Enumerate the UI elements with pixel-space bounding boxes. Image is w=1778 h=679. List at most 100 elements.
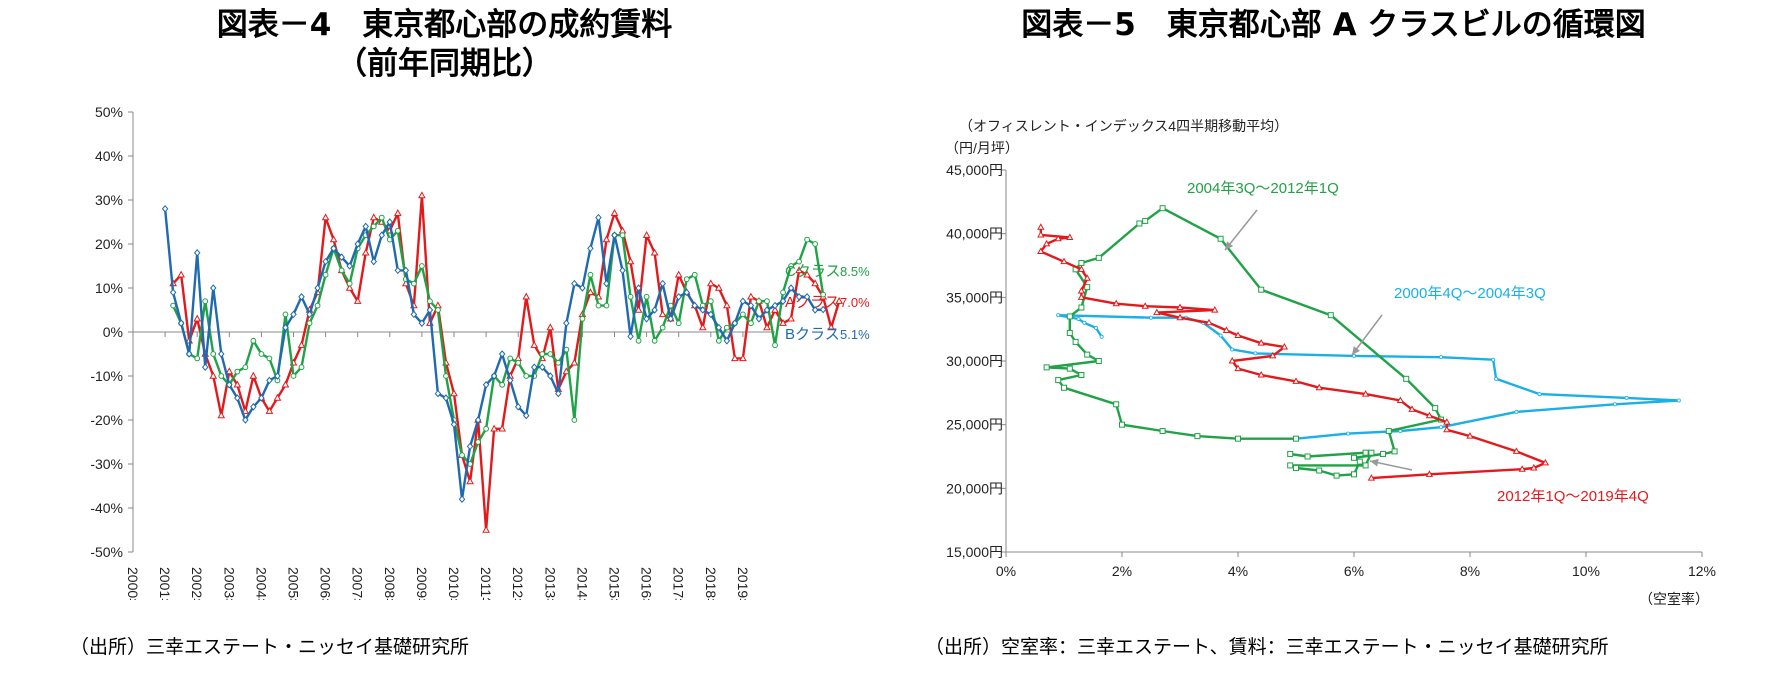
data-point bbox=[731, 319, 739, 327]
y-tick-label: 50% bbox=[95, 104, 123, 120]
annotation-arrow-head bbox=[1370, 458, 1379, 467]
data-point bbox=[443, 373, 449, 379]
data-point bbox=[619, 266, 626, 275]
data-point bbox=[706, 279, 715, 287]
data-point bbox=[1082, 320, 1087, 325]
data-point bbox=[650, 248, 659, 256]
data-point bbox=[393, 208, 402, 216]
data-point bbox=[651, 306, 658, 314]
y-axis-unit-label: （円/月坪） bbox=[945, 140, 1019, 156]
data-point bbox=[298, 364, 305, 371]
x-tick-label: 4% bbox=[1228, 563, 1248, 579]
data-point bbox=[1205, 318, 1213, 326]
data-point bbox=[1077, 286, 1086, 294]
y-tick-label: -50% bbox=[90, 544, 123, 560]
chart4-title-line1: 図表－4 東京都心部の成約賃料 bbox=[216, 7, 673, 43]
data-point bbox=[427, 298, 433, 305]
cycle-panel: 図表－5 東京都心部 A クラスビルの循環図 （オフィスレント・インデックス4四… bbox=[889, 0, 1778, 679]
x-tick-label: 2009年 bbox=[414, 567, 430, 600]
data-point bbox=[1093, 325, 1098, 330]
data-point bbox=[370, 257, 378, 266]
x-tick-label: 2006年 bbox=[318, 567, 334, 600]
data-point bbox=[1077, 293, 1086, 300]
data-point bbox=[772, 342, 778, 349]
data-point bbox=[570, 358, 579, 366]
y-tick-label: -20% bbox=[90, 412, 123, 428]
data-point bbox=[595, 302, 602, 309]
series-end-value: 7.0% bbox=[840, 295, 870, 310]
data-point bbox=[571, 279, 578, 288]
data-point bbox=[748, 320, 754, 327]
data-point bbox=[1083, 274, 1091, 281]
data-point bbox=[475, 439, 481, 445]
x-tick-label: 2011年 bbox=[478, 567, 494, 600]
data-point bbox=[362, 222, 369, 231]
chart4-source: （出所）三幸エステート・ニッセイ基礎研究所 bbox=[70, 636, 470, 658]
series-line bbox=[1045, 206, 1443, 477]
chart5-subtitle: （オフィスレント・インデックス4四半期移動平均） bbox=[959, 118, 1288, 134]
x-tick-label: 2014年 bbox=[574, 567, 590, 600]
data-point bbox=[1066, 233, 1074, 240]
data-point bbox=[1676, 398, 1681, 403]
data-point bbox=[474, 416, 482, 424]
data-point bbox=[1257, 339, 1265, 346]
data-point bbox=[1304, 453, 1311, 460]
data-point bbox=[723, 301, 731, 309]
data-point bbox=[515, 359, 522, 366]
data-point bbox=[330, 244, 337, 253]
data-point bbox=[1333, 472, 1340, 479]
data-point bbox=[498, 424, 506, 432]
data-point bbox=[1425, 411, 1434, 419]
data-point bbox=[169, 288, 177, 297]
data-point bbox=[522, 292, 531, 300]
data-point bbox=[321, 213, 330, 221]
data-point bbox=[1292, 377, 1300, 384]
data-point bbox=[642, 230, 651, 238]
x-tick-label: 2017年 bbox=[671, 567, 687, 600]
x-tick-label: 2004年 bbox=[253, 567, 269, 600]
data-point bbox=[226, 381, 233, 389]
data-point bbox=[386, 218, 394, 226]
chart4-title-line2: （前年同期比） bbox=[336, 46, 553, 82]
data-point bbox=[1042, 239, 1051, 247]
data-point bbox=[1432, 405, 1439, 412]
data-point bbox=[418, 191, 426, 199]
data-point bbox=[1194, 433, 1201, 440]
y-tick-label: 30,000円 bbox=[946, 353, 1003, 369]
data-point bbox=[498, 350, 506, 358]
data-point bbox=[1112, 299, 1120, 307]
data-point bbox=[1066, 365, 1073, 372]
data-point bbox=[1624, 395, 1629, 400]
x-tick-label: 2007年 bbox=[350, 567, 366, 600]
series-end-label: Aクラス bbox=[785, 294, 840, 311]
data-point bbox=[627, 332, 634, 341]
data-point bbox=[595, 213, 602, 222]
x-tick-label: 2010年 bbox=[446, 567, 462, 600]
data-point bbox=[410, 280, 417, 287]
data-point bbox=[1230, 347, 1235, 352]
data-point bbox=[1159, 428, 1166, 435]
data-point bbox=[1054, 234, 1062, 242]
x-tick-label: 2018年 bbox=[703, 567, 719, 600]
data-point bbox=[1443, 425, 1451, 433]
data-point bbox=[281, 380, 290, 388]
data-point bbox=[1380, 450, 1386, 457]
chart5-source: （出所）空室率：三幸エステート、賃料：三幸エステート・ニッセイ基礎研究所 bbox=[925, 636, 1609, 658]
data-point bbox=[619, 232, 626, 239]
data-point bbox=[466, 477, 474, 485]
annotation-arrow-line bbox=[1224, 209, 1258, 251]
data-point bbox=[796, 258, 802, 265]
data-point bbox=[1119, 421, 1125, 428]
data-point bbox=[780, 289, 786, 296]
data-point bbox=[1367, 474, 1376, 481]
data-point bbox=[530, 363, 538, 371]
x-tick-label: 12% bbox=[1688, 563, 1716, 579]
data-point bbox=[499, 381, 506, 388]
data-point bbox=[193, 249, 201, 257]
data-point bbox=[1280, 342, 1289, 350]
x-tick-label: 2019年 bbox=[735, 567, 751, 600]
data-point bbox=[338, 253, 345, 261]
data-point bbox=[1439, 355, 1444, 360]
data-point bbox=[234, 368, 241, 375]
data-point bbox=[1439, 425, 1444, 430]
